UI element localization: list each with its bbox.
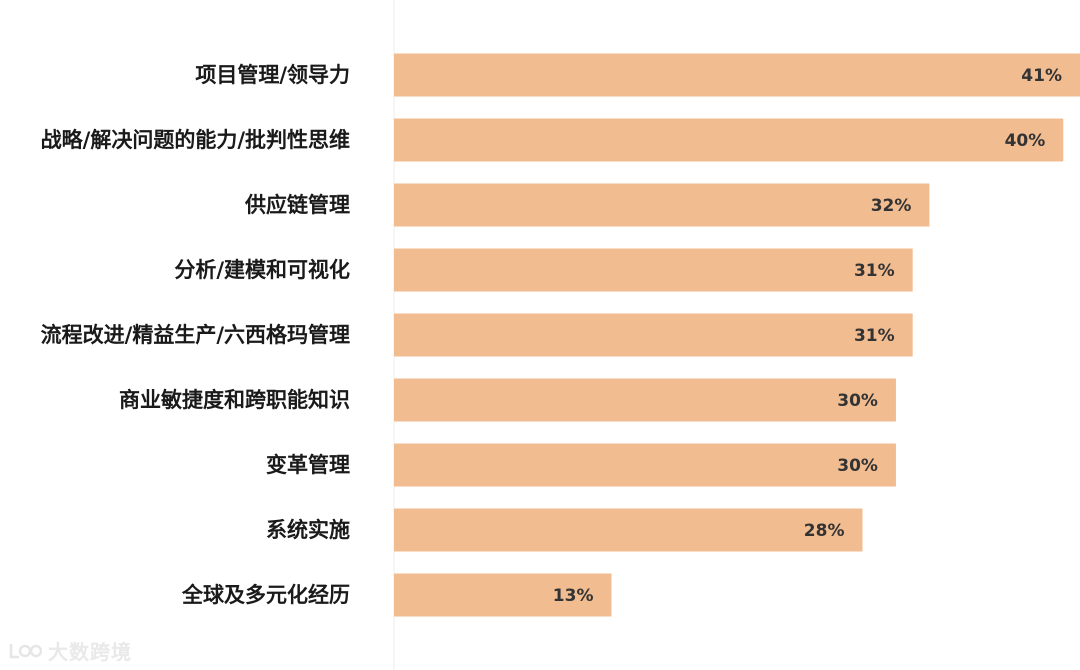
- watermark-logo-icon: [9, 643, 42, 658]
- category-label: 项目管理/领导力: [195, 63, 350, 87]
- category-label: 商业敏捷度和跨职能知识: [119, 388, 350, 412]
- value-label: 30%: [837, 391, 878, 411]
- value-label: 41%: [1021, 66, 1062, 86]
- category-label: 系统实施: [266, 518, 350, 542]
- category-label: 分析/建模和可视化: [174, 258, 350, 282]
- bar: [394, 53, 1080, 97]
- category-label: 变革管理: [266, 453, 350, 477]
- bar-row: 分析/建模和可视化 31%: [174, 248, 913, 292]
- bar: [394, 573, 612, 617]
- bar-row: 流程改进/精益生产/六西格玛管理 31%: [41, 313, 913, 357]
- bar-row: 项目管理/领导力 41%: [195, 53, 1080, 97]
- category-label: 供应链管理: [244, 193, 350, 217]
- bar: [394, 443, 896, 487]
- bar: [394, 118, 1064, 162]
- bar: [394, 248, 913, 292]
- category-label: 流程改进/精益生产/六西格玛管理: [41, 323, 350, 347]
- bar-row: 变革管理 30%: [266, 443, 896, 487]
- category-label: 全球及多元化经历: [181, 583, 350, 607]
- bar-row: 系统实施 28%: [266, 508, 863, 552]
- bar: [394, 378, 896, 422]
- value-label: 31%: [854, 326, 895, 346]
- category-label: 战略/解决问题的能力/批判性思维: [41, 128, 350, 152]
- watermark: 大数跨境: [8, 636, 132, 665]
- bar: [394, 313, 913, 357]
- watermark-text: 大数跨境: [48, 640, 132, 664]
- bar-row: 战略/解决问题的能力/批判性思维 40%: [41, 118, 1064, 162]
- value-label: 30%: [837, 456, 878, 476]
- bar-row: 商业敏捷度和跨职能知识 30%: [119, 378, 896, 422]
- value-label: 28%: [804, 521, 845, 541]
- value-label: 32%: [871, 196, 912, 216]
- value-label: 31%: [854, 261, 895, 281]
- bar-row: 供应链管理 32%: [244, 183, 930, 227]
- bar: [394, 183, 930, 227]
- bar: [394, 508, 863, 552]
- value-label: 13%: [553, 586, 594, 606]
- value-label: 40%: [1005, 131, 1046, 151]
- bar-row: 全球及多元化经历 13%: [181, 573, 612, 617]
